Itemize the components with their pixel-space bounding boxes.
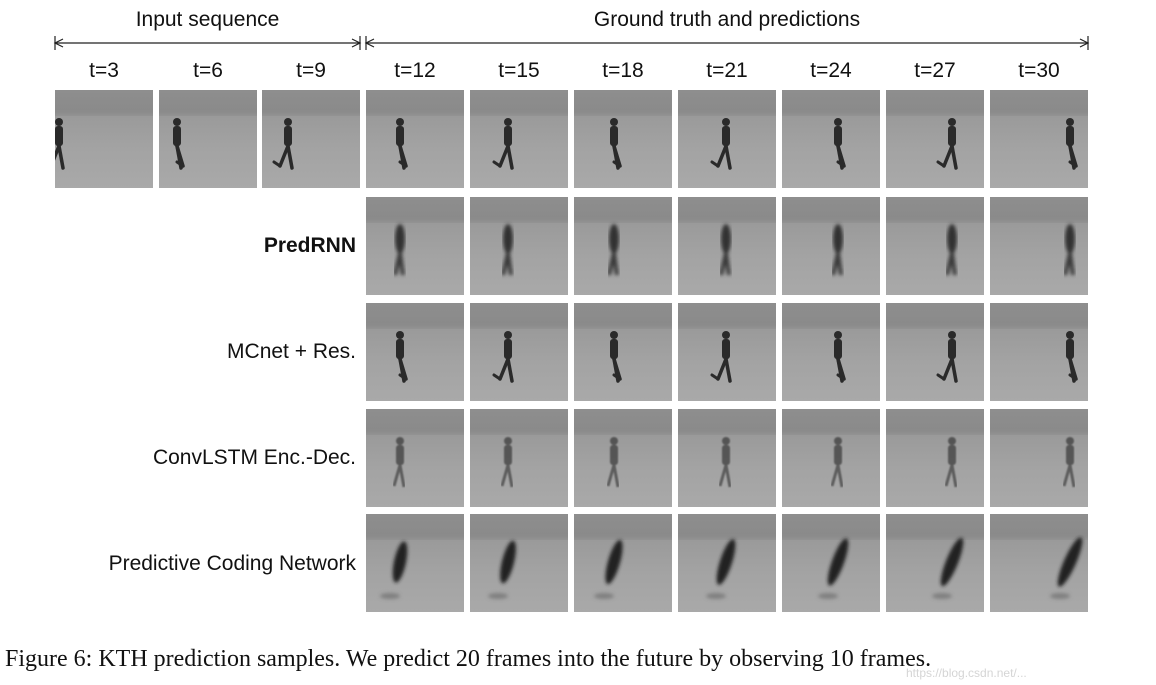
watermark: https://blog.csdn.net/... <box>906 666 1027 680</box>
frame-thumbnail <box>990 303 1088 401</box>
row-label-convlstm: ConvLSTM Enc.-Dec. <box>152 446 356 469</box>
frame-thumbnail <box>782 90 880 188</box>
time-label: t=6 <box>193 59 223 82</box>
time-label: t=9 <box>296 59 326 82</box>
frame-thumbnail <box>886 303 984 401</box>
frame-thumbnail <box>574 303 672 401</box>
row-label-pcn: Predictive Coding Network <box>108 552 356 575</box>
frame-thumbnail <box>990 90 1088 188</box>
frame-thumbnail <box>574 197 672 295</box>
input-arrow-left <box>53 38 64 48</box>
bracket-arrows <box>53 36 1090 50</box>
frame-thumbnail <box>366 409 464 507</box>
row-label-predrnn: PredRNN <box>263 234 356 257</box>
time-label: t=21 <box>706 59 748 82</box>
frame-thumbnail <box>678 303 776 401</box>
ground-truth-header: Ground truth and predictions <box>593 8 861 31</box>
frame-thumbnail <box>574 514 672 612</box>
frame-thumbnail <box>782 303 880 401</box>
time-label: t=27 <box>914 59 956 82</box>
frame-thumbnail <box>262 90 360 188</box>
frame-thumbnail <box>990 514 1088 612</box>
frame-thumbnail <box>886 409 984 507</box>
frame-thumbnail <box>470 303 568 401</box>
frame-thumbnail <box>782 409 880 507</box>
time-label: t=18 <box>602 59 644 82</box>
input-sequence-header: Input sequence <box>135 8 280 31</box>
frame-thumbnail <box>782 197 880 295</box>
gt-arrow-left <box>364 38 375 48</box>
time-label: t=3 <box>89 59 119 82</box>
gt-arrow-right <box>1079 38 1090 48</box>
frame-thumbnail <box>366 90 464 188</box>
frame-thumbnail <box>886 197 984 295</box>
frame-thumbnail <box>470 197 568 295</box>
frame-thumbnail <box>55 90 153 188</box>
time-label: t=12 <box>394 59 436 82</box>
frame-thumbnail <box>678 514 776 612</box>
frame-thumbnail <box>470 409 568 507</box>
row-label-mcnet: MCnet + Res. <box>227 340 356 363</box>
frame-thumbnail <box>990 409 1088 507</box>
figure-caption: Figure 6: KTH prediction samples. We pre… <box>5 646 932 672</box>
frame-thumbnail <box>366 514 464 612</box>
time-label: t=30 <box>1018 59 1060 82</box>
frame-thumbnail <box>366 197 464 295</box>
time-label: t=15 <box>498 59 540 82</box>
input-arrow-right <box>351 38 362 48</box>
frame-thumbnail <box>574 409 672 507</box>
frame-thumbnail <box>990 197 1088 295</box>
frame-thumbnail <box>886 90 984 188</box>
frame-thumbnail <box>678 409 776 507</box>
frame-thumbnail <box>470 514 568 612</box>
frame-thumbnail <box>366 303 464 401</box>
frame-thumbnail <box>678 197 776 295</box>
frame-thumbnail <box>782 514 880 612</box>
frame-thumbnail <box>678 90 776 188</box>
frame-thumbnail <box>470 90 568 188</box>
frame-thumbnail <box>159 90 257 188</box>
frame-thumbnail <box>886 514 984 612</box>
frame-thumbnail <box>574 90 672 188</box>
time-label: t=24 <box>810 59 852 82</box>
